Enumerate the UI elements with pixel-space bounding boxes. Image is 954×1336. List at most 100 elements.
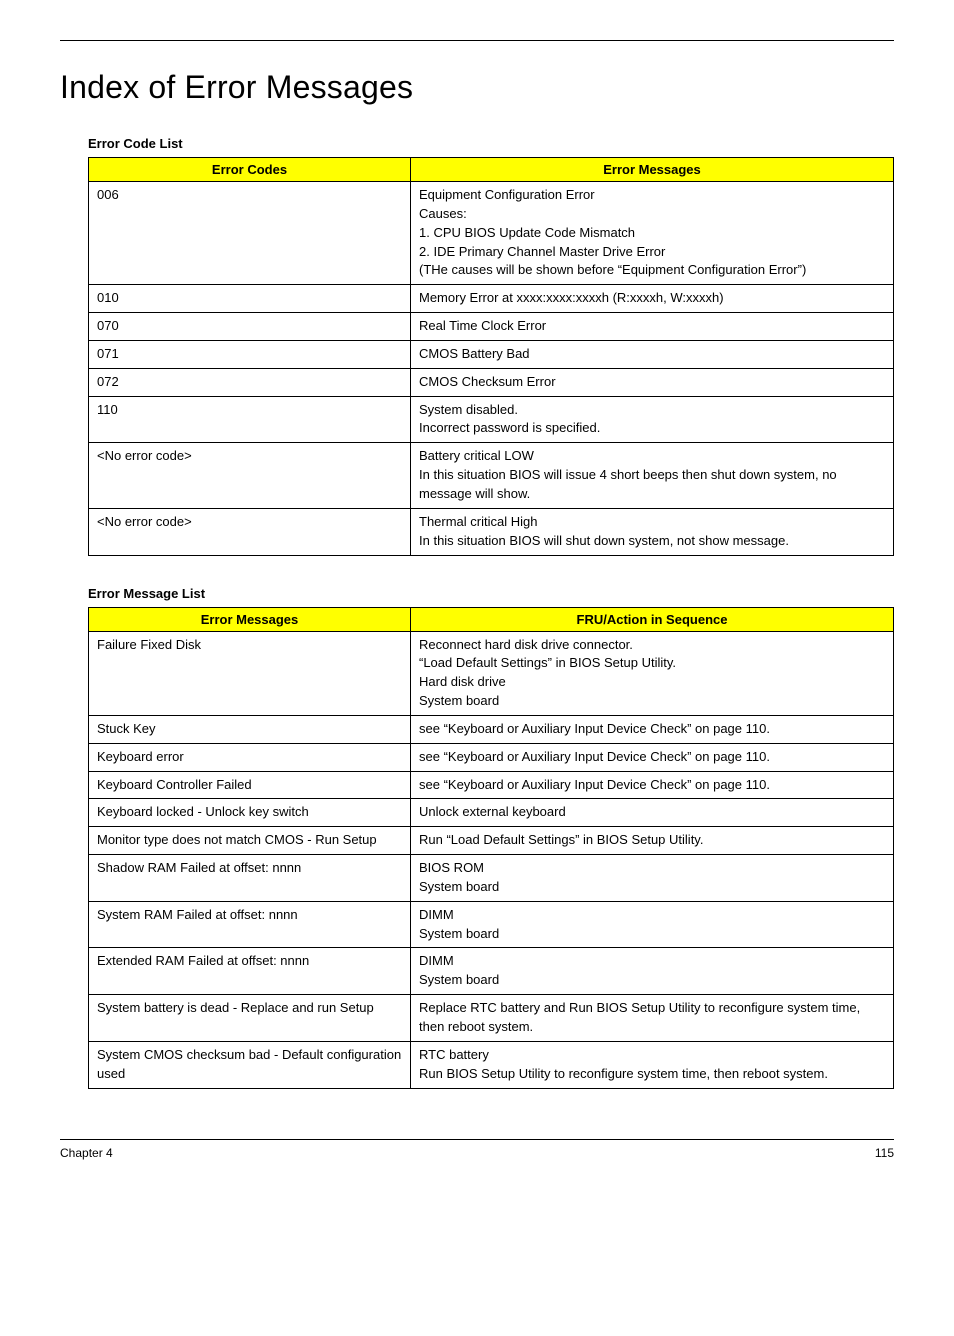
cell-line: Hard disk drive: [419, 673, 885, 692]
cell-line: CMOS Battery Bad: [419, 345, 885, 364]
cell-line: DIMM: [419, 952, 885, 971]
cell-line: System disabled.: [419, 401, 885, 420]
fru-action-cell: Replace RTC battery and Run BIOS Setup U…: [411, 995, 894, 1042]
cell-line: System board: [419, 925, 885, 944]
table-row: Keyboard Controller Failed see “Keyboard …: [89, 771, 894, 799]
cell-line: Incorrect password is specified.: [419, 419, 885, 438]
table-row: Keyboard locked - Unlock key switch Unloc…: [89, 799, 894, 827]
cell-line: Replace RTC battery and Run BIOS Setup U…: [419, 999, 885, 1037]
cell-line: Battery critical LOW: [419, 447, 885, 466]
table-row: System RAM Failed at offset: nnnnDIMMSys…: [89, 901, 894, 948]
footer-chapter: Chapter 4: [60, 1146, 113, 1160]
fru-action-cell: see “Keyboard or Auxiliary Input Device …: [411, 771, 894, 799]
page-title: Index of Error Messages: [60, 69, 894, 106]
cell-line: Run BIOS Setup Utility to reconfigure sy…: [419, 1065, 885, 1084]
cell-line: System board: [419, 878, 885, 897]
cell-line: 1. CPU BIOS Update Code Mismatch: [419, 224, 885, 243]
error-message-name-cell: Stuck Key: [89, 715, 411, 743]
top-horizontal-rule: [60, 40, 894, 41]
cell-line: Run “Load Default Settings” in BIOS Setu…: [419, 831, 885, 850]
cell-line: System board: [419, 971, 885, 990]
header-fru-action: FRU/Action in Sequence: [411, 607, 894, 631]
error-message-name-cell: System RAM Failed at offset: nnnn: [89, 901, 411, 948]
error-message-cell: CMOS Checksum Error: [411, 368, 894, 396]
cell-line: Real Time Clock Error: [419, 317, 885, 336]
table-row: System CMOS checksum bad - Default confi…: [89, 1041, 894, 1088]
cell-line: see “Keyboard or Auxiliary Input Device …: [419, 720, 885, 739]
page-container: Index of Error Messages Error Code List …: [0, 0, 954, 1190]
footer-page-number: 115: [875, 1146, 894, 1160]
error-message-cell: CMOS Battery Bad: [411, 340, 894, 368]
table-row: 006Equipment Configuration ErrorCauses:1…: [89, 182, 894, 285]
table-row: Failure Fixed DiskReconnect hard disk dr…: [89, 631, 894, 715]
error-message-name-cell: Keyboard Controller Failed: [89, 771, 411, 799]
error-message-list-caption: Error Message List: [88, 586, 894, 601]
error-code-list-caption: Error Code List: [88, 136, 894, 151]
cell-line: System board: [419, 692, 885, 711]
cell-line: “Load Default Settings” in BIOS Setup Ut…: [419, 654, 885, 673]
error-message-name-cell: System battery is dead - Replace and run…: [89, 995, 411, 1042]
fru-action-cell: BIOS ROMSystem board: [411, 855, 894, 902]
fru-action-cell: RTC batteryRun BIOS Setup Utility to rec…: [411, 1041, 894, 1088]
error-code-cell: 010: [89, 285, 411, 313]
table-row: System battery is dead - Replace and run…: [89, 995, 894, 1042]
cell-line: 2. IDE Primary Channel Master Drive Erro…: [419, 243, 885, 262]
cell-line: RTC battery: [419, 1046, 885, 1065]
table-row: 110System disabled.Incorrect password is…: [89, 396, 894, 443]
error-code-list-table: Error Codes Error Messages 006Equipment …: [88, 157, 894, 556]
error-message-name-cell: Monitor type does not match CMOS - Run S…: [89, 827, 411, 855]
cell-line: Memory Error at xxxx:xxxx:xxxxh (R:xxxxh…: [419, 289, 885, 308]
cell-line: see “Keyboard or Auxiliary Input Device …: [419, 776, 885, 795]
table-row: Monitor type does not match CMOS - Run S…: [89, 827, 894, 855]
table-row: 071 CMOS Battery Bad: [89, 340, 894, 368]
table-header-row: Error Messages FRU/Action in Sequence: [89, 607, 894, 631]
error-message-cell: Real Time Clock Error: [411, 313, 894, 341]
fru-action-cell: DIMMSystem board: [411, 948, 894, 995]
error-message-name-cell: Shadow RAM Failed at offset: nnnn: [89, 855, 411, 902]
table-row: Stuck Key see “Keyboard or Auxiliary Inpu…: [89, 715, 894, 743]
error-message-name-cell: System CMOS checksum bad - Default confi…: [89, 1041, 411, 1088]
error-code-cell: 070: [89, 313, 411, 341]
error-code-cell: 006: [89, 182, 411, 285]
error-message-name-cell: Keyboard error: [89, 743, 411, 771]
cell-line: CMOS Checksum Error: [419, 373, 885, 392]
error-code-cell: <No error code>: [89, 508, 411, 555]
error-message-cell: Battery critical LOWIn this situation BI…: [411, 443, 894, 509]
cell-line: Reconnect hard disk drive connector.: [419, 636, 885, 655]
table-header-row: Error Codes Error Messages: [89, 158, 894, 182]
error-message-name-cell: Keyboard locked - Unlock key switch: [89, 799, 411, 827]
table-row: Shadow RAM Failed at offset: nnnnBIOS RO…: [89, 855, 894, 902]
fru-action-cell: DIMMSystem board: [411, 901, 894, 948]
table-row: <No error code>Battery critical LOWIn th…: [89, 443, 894, 509]
cell-line: In this situation BIOS will shut down sy…: [419, 532, 885, 551]
table-row: 072 CMOS Checksum Error: [89, 368, 894, 396]
cell-line: (THe causes will be shown before “Equipm…: [419, 261, 885, 280]
cell-line: DIMM: [419, 906, 885, 925]
table-row: Keyboard error see “Keyboard or Auxiliary…: [89, 743, 894, 771]
error-message-list-table: Error Messages FRU/Action in Sequence Fa…: [88, 607, 894, 1089]
fru-action-cell: Reconnect hard disk drive connector.“Loa…: [411, 631, 894, 715]
fru-action-cell: Run “Load Default Settings” in BIOS Setu…: [411, 827, 894, 855]
error-code-cell: 110: [89, 396, 411, 443]
fru-action-cell: Unlock external keyboard: [411, 799, 894, 827]
error-message-name-cell: Failure Fixed Disk: [89, 631, 411, 715]
cell-line: In this situation BIOS will issue 4 shor…: [419, 466, 885, 504]
cell-line: Unlock external keyboard: [419, 803, 885, 822]
error-message-cell: Equipment Configuration ErrorCauses:1. C…: [411, 182, 894, 285]
table-row: 070 Real Time Clock Error: [89, 313, 894, 341]
error-message-cell: System disabled.Incorrect password is sp…: [411, 396, 894, 443]
cell-line: Equipment Configuration Error: [419, 186, 885, 205]
fru-action-cell: see “Keyboard or Auxiliary Input Device …: [411, 715, 894, 743]
error-message-cell: Memory Error at xxxx:xxxx:xxxxh (R:xxxxh…: [411, 285, 894, 313]
error-message-cell: Thermal critical HighIn this situation B…: [411, 508, 894, 555]
error-code-cell: <No error code>: [89, 443, 411, 509]
cell-line: Causes:: [419, 205, 885, 224]
page-footer: Chapter 4 115: [60, 1139, 894, 1160]
cell-line: see “Keyboard or Auxiliary Input Device …: [419, 748, 885, 767]
table-row: Extended RAM Failed at offset: nnnnDIMMS…: [89, 948, 894, 995]
error-code-cell: 072: [89, 368, 411, 396]
header-error-codes: Error Codes: [89, 158, 411, 182]
header-error-messages-col: Error Messages: [89, 607, 411, 631]
error-code-cell: 071: [89, 340, 411, 368]
table-row: 010 Memory Error at xxxx:xxxx:xxxxh (R:xx…: [89, 285, 894, 313]
